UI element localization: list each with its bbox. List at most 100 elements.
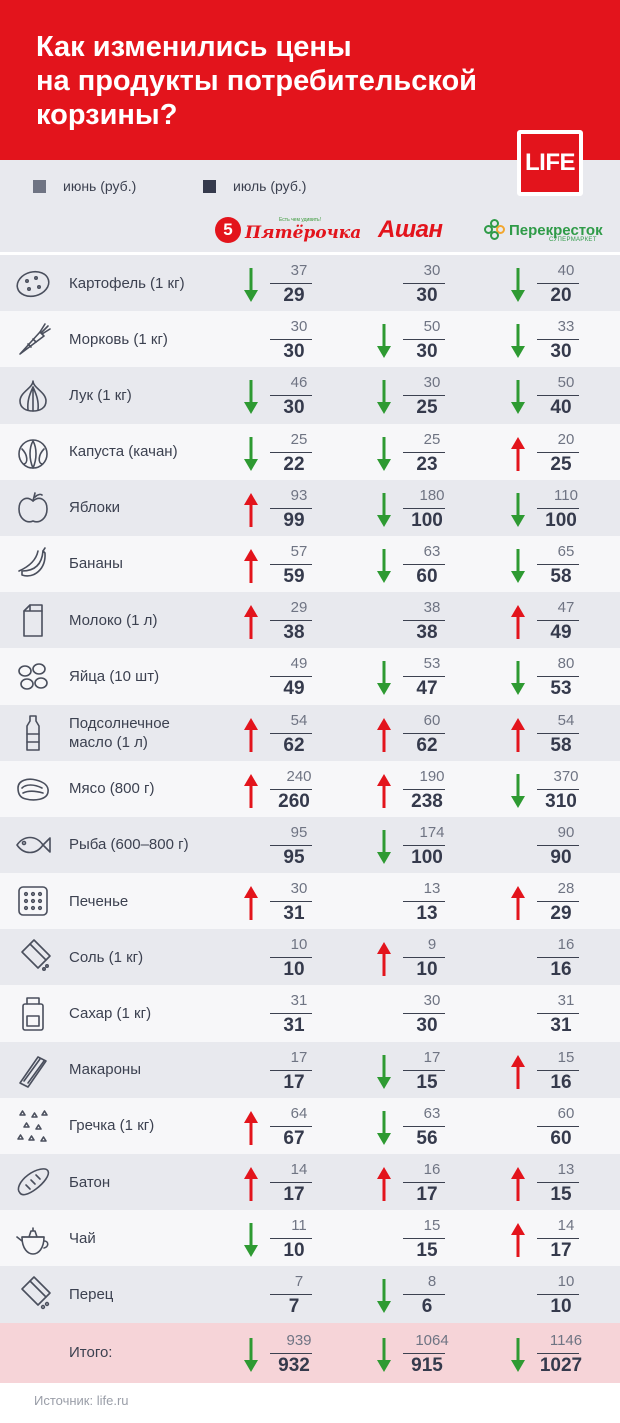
arrow-up-icon — [244, 1167, 258, 1201]
price-cell: 1064 915 — [376, 1331, 496, 1377]
arrow-down-icon — [377, 1054, 391, 1089]
price-july: 67 — [283, 1127, 305, 1149]
price-divider — [403, 1294, 445, 1296]
table-row: Сахар (1 кг) 31 31 30 30 31 31 — [0, 985, 620, 1042]
sugar-icon — [14, 994, 52, 1032]
price-june: 17 — [290, 1048, 308, 1066]
price-cell: 29 38 — [243, 598, 363, 644]
price-july: 31 — [550, 1015, 572, 1037]
arrow-up-icon — [377, 1167, 391, 1201]
price-cell: 30 30 — [243, 317, 363, 363]
price-cell: 60 62 — [376, 711, 496, 757]
product-label: Морковь (1 кг) — [69, 330, 168, 348]
price-divider — [403, 957, 445, 959]
price-june: 60 — [557, 1104, 575, 1122]
price-june: 60 — [423, 711, 441, 729]
price-june: 7 — [294, 1273, 304, 1291]
price-divider — [537, 732, 579, 734]
apple-icon — [14, 489, 52, 527]
price-july: 17 — [283, 1184, 305, 1205]
arrow-up-icon — [376, 716, 392, 754]
price-divider — [270, 957, 312, 959]
product-label: Печенье — [69, 892, 129, 910]
arrow-up-icon — [243, 716, 259, 754]
price-cell: 15 15 — [376, 1216, 496, 1262]
arrow-up-icon — [510, 884, 526, 922]
price-july: 62 — [416, 734, 438, 756]
price-divider — [537, 1294, 579, 1296]
price-cell: 57 59 — [243, 542, 363, 588]
price-divider — [270, 1013, 312, 1015]
price-divider — [537, 339, 579, 341]
arrow-up-icon — [511, 436, 525, 471]
price-cell: 54 62 — [243, 711, 363, 757]
price-july: 100 — [411, 509, 443, 531]
price-july: 29 — [283, 285, 305, 306]
arrow-up-icon — [244, 773, 258, 808]
price-july: 22 — [283, 453, 305, 475]
store-name-pyaterochka: Пятёрочка — [245, 223, 362, 243]
price-cell: 30 30 — [376, 991, 496, 1037]
price-july: 38 — [283, 622, 305, 644]
price-cell: 65 58 — [510, 542, 620, 588]
arrow-up-icon — [510, 1165, 526, 1203]
arrow-down-icon — [243, 266, 259, 304]
price-divider — [270, 1294, 312, 1296]
price-divider — [537, 283, 579, 284]
price-july: 47 — [416, 678, 438, 700]
arrow-up-icon — [244, 548, 258, 583]
arrow-none — [243, 996, 259, 1034]
price-cell: 25 23 — [376, 430, 496, 476]
table-row: Мясо (800 г) 240 260 190 238 370 310 — [0, 760, 620, 817]
carrot-icon — [14, 320, 52, 358]
source-note: Источник: life.ru — [34, 1393, 129, 1408]
arrow-none — [243, 1053, 259, 1091]
price-june: 14 — [557, 1217, 575, 1235]
price-divider — [270, 451, 312, 453]
price-july: 16 — [550, 1071, 572, 1093]
price-july: 13 — [416, 903, 438, 925]
price-june: 190 — [419, 767, 445, 785]
arrow-none — [243, 322, 259, 360]
life-logo: LIFE — [517, 130, 583, 196]
table-row: Яблоки 93 99 180 100 110 100 — [0, 479, 620, 536]
product-label-line-2: масло (1 л) — [69, 733, 148, 751]
price-cell: 30 25 — [376, 373, 496, 419]
price-divider — [403, 732, 445, 734]
price-june: 20 — [557, 430, 575, 448]
arrow-none — [243, 1277, 259, 1315]
price-cell: 13 15 — [510, 1160, 620, 1206]
product-label: Капуста (качан) — [69, 443, 178, 461]
price-june: 63 — [423, 542, 441, 560]
price-june: 13 — [557, 1161, 575, 1178]
price-cell: 190 238 — [376, 767, 496, 813]
store-logo-pyaterochka: 5 Пятёрочка Есть чем удивить! — [215, 212, 361, 248]
price-divider — [403, 901, 445, 903]
price-divider — [537, 395, 579, 397]
price-june: 50 — [423, 318, 441, 336]
price-divider — [270, 676, 312, 678]
arrow-down-icon — [377, 1110, 391, 1145]
total-row: Итого: 939 932 1064 915 1146 1027 — [0, 1322, 620, 1383]
price-july: 16 — [550, 959, 572, 981]
table-row: Печенье 30 31 13 13 28 29 — [0, 873, 620, 930]
price-cell: 14 17 — [243, 1160, 363, 1206]
arrow-up-icon — [511, 1223, 525, 1258]
table-row: Чай 11 10 15 15 14 17 — [0, 1210, 620, 1267]
arrow-up-icon — [243, 1165, 259, 1203]
price-july: 10 — [550, 1296, 572, 1318]
product-label: Яйца (10 шт) — [69, 667, 160, 685]
price-july: 25 — [550, 453, 572, 475]
price-divider — [270, 844, 312, 846]
arrow-down-icon — [510, 772, 526, 810]
price-july: 310 — [545, 790, 577, 812]
price-june: 9 — [427, 936, 437, 954]
price-cell: 31 31 — [243, 991, 363, 1037]
price-july: 58 — [550, 734, 572, 756]
price-july: 15 — [416, 1240, 438, 1262]
price-july: 10 — [416, 959, 438, 981]
cookie-icon — [14, 882, 52, 920]
price-divider — [537, 1069, 579, 1071]
price-july: 38 — [416, 622, 438, 644]
